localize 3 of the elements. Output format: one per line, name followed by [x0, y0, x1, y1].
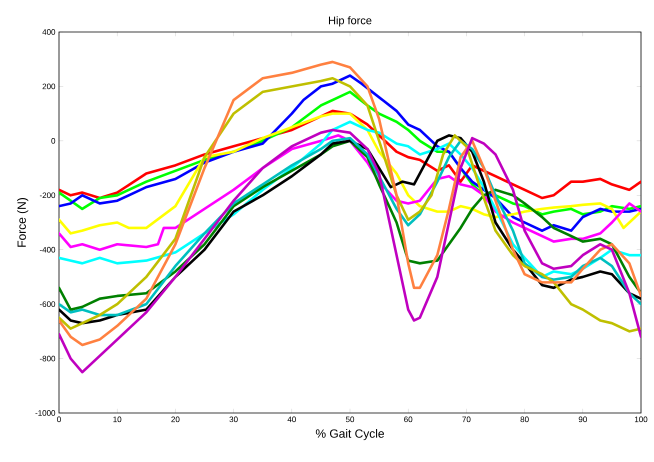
chart-title: Hip force: [328, 16, 372, 26]
y-axis-title: Force (N): [17, 198, 28, 247]
x-axis-title: % Gait Cycle: [316, 429, 384, 440]
